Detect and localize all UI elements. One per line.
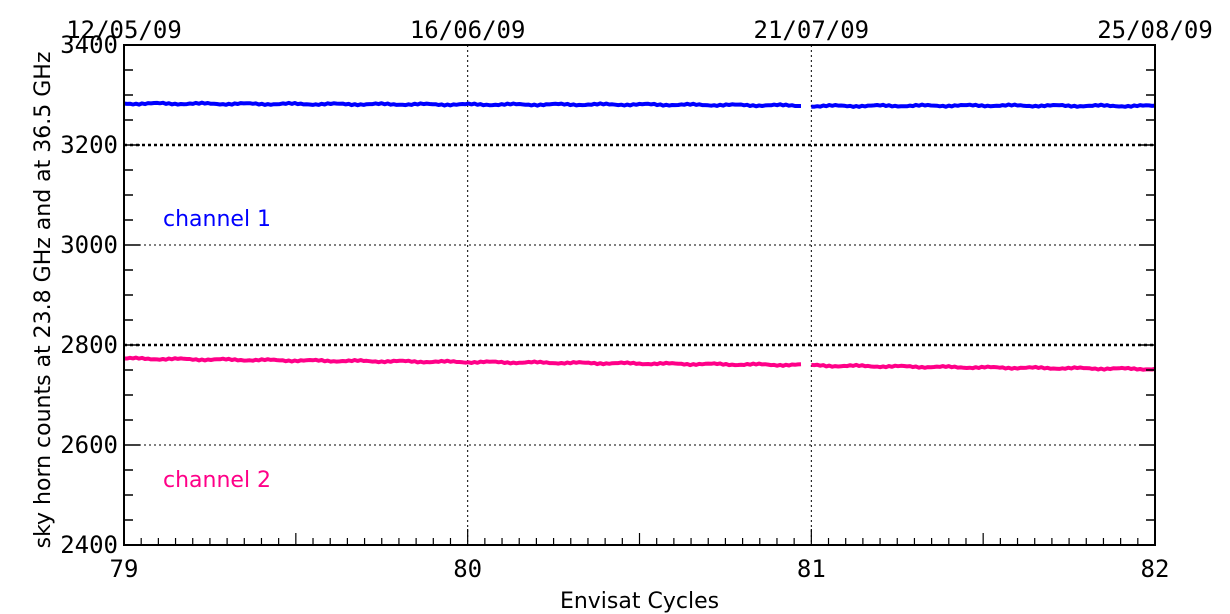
top-date-label: 16/06/09 xyxy=(410,16,526,44)
grid-layer xyxy=(124,45,1155,545)
x-axis-title: Envisat Cycles xyxy=(560,589,719,614)
top-date-label: 21/07/09 xyxy=(754,16,870,44)
y-tick-label: 2600 xyxy=(60,431,118,459)
top-date-label: 12/05/09 xyxy=(66,16,182,44)
labels-layer: 2400 2600 2800 3000 3200 3400 79 80 81 82 12/05/09… xyxy=(60,16,1213,583)
series-layer xyxy=(123,100,1156,372)
series-2-segment xyxy=(811,362,1156,372)
x-tick-label: 80 xyxy=(453,555,482,583)
series-1-segment xyxy=(811,102,1156,109)
y-axis-title: sky horn counts at 23.8 GHz and at 36.5 … xyxy=(31,52,56,549)
x-tick-label: 79 xyxy=(110,555,139,583)
plot-frame xyxy=(123,44,1156,546)
channel-2-label: channel 2 xyxy=(163,468,271,493)
channel-1-label: channel 1 xyxy=(163,207,271,232)
y-tick-label: 3000 xyxy=(60,231,118,259)
x-tick-label: 82 xyxy=(1141,555,1170,583)
y-tick-label: 2800 xyxy=(60,331,118,359)
series-2-segment xyxy=(124,355,802,368)
y-tick-label: 2400 xyxy=(60,531,118,559)
top-date-label: 25/08/09 xyxy=(1097,16,1213,44)
series-1-segment xyxy=(123,100,801,109)
ticks-layer xyxy=(123,44,1156,546)
x-tick-label: 81 xyxy=(797,555,826,583)
y-tick-label: 3400 xyxy=(60,31,118,59)
y-tick-label: 3200 xyxy=(60,131,118,159)
